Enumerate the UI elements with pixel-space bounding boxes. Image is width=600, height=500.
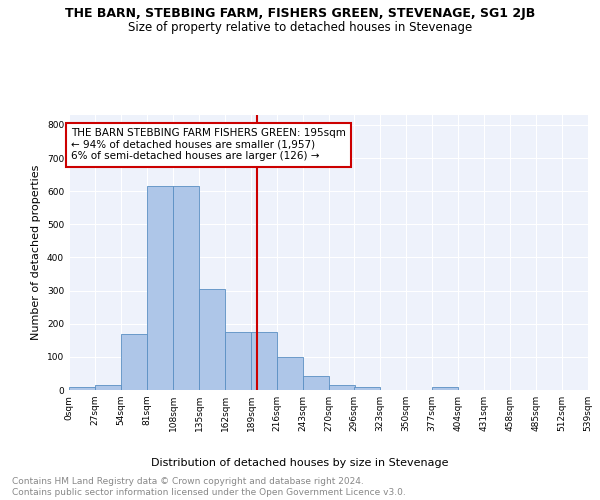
Bar xyxy=(225,332,251,390)
Bar xyxy=(199,289,225,390)
Bar xyxy=(121,334,147,390)
Bar xyxy=(251,332,277,390)
Bar xyxy=(354,386,380,390)
Text: THE BARN STEBBING FARM FISHERS GREEN: 195sqm
← 94% of detached houses are smalle: THE BARN STEBBING FARM FISHERS GREEN: 19… xyxy=(71,128,346,162)
Text: Distribution of detached houses by size in Stevenage: Distribution of detached houses by size … xyxy=(151,458,449,468)
Bar xyxy=(95,386,121,390)
Text: Size of property relative to detached houses in Stevenage: Size of property relative to detached ho… xyxy=(128,21,472,34)
Bar xyxy=(69,388,95,390)
Bar xyxy=(173,186,199,390)
Bar xyxy=(147,186,173,390)
Text: Contains HM Land Registry data © Crown copyright and database right 2024.
Contai: Contains HM Land Registry data © Crown c… xyxy=(12,478,406,497)
Bar xyxy=(303,376,329,390)
Bar xyxy=(432,388,458,390)
Bar xyxy=(277,357,303,390)
Y-axis label: Number of detached properties: Number of detached properties xyxy=(31,165,41,340)
Bar xyxy=(329,385,355,390)
Text: THE BARN, STEBBING FARM, FISHERS GREEN, STEVENAGE, SG1 2JB: THE BARN, STEBBING FARM, FISHERS GREEN, … xyxy=(65,8,535,20)
